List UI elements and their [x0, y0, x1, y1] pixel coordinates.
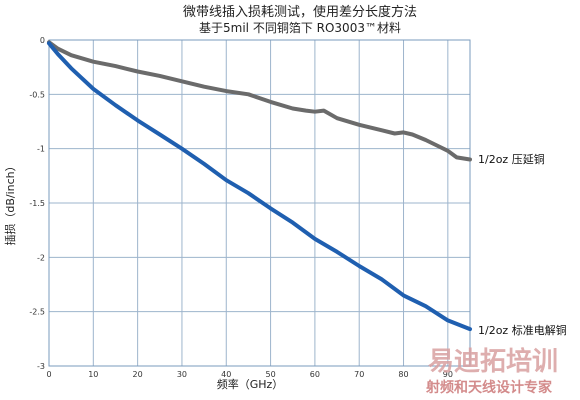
x-axis-title: 频率（GHz）: [217, 377, 284, 391]
y-tick-label: -2: [37, 253, 45, 262]
series-line-ed-copper: [47, 41, 472, 332]
x-tick-label: 70: [354, 370, 364, 379]
y-tick-label: 0: [40, 36, 45, 45]
y-tick-label: -2.5: [29, 308, 45, 317]
watermark-main: 易迪拓培训: [428, 347, 558, 377]
y-tick-label: -1.5: [29, 199, 45, 208]
chart-title: 微带线插入损耗测试，使用差分长度方法: [183, 4, 417, 20]
x-tick-label: 10: [88, 370, 98, 379]
chart-subtitle: 基于5mil 不同铜箔下 RO3003™材料: [199, 20, 401, 35]
x-tick-label: 30: [177, 370, 187, 379]
x-tick-label: 40: [221, 370, 231, 379]
x-tick-label: 60: [310, 370, 320, 379]
y-tick-label: -1: [37, 145, 45, 154]
tick-labels: 0 10 20 30 40 50 60 70 80 90 0 -0.5 -1 -1.5 -2 -2.5 -3: [29, 36, 453, 379]
plot-frame: [48, 39, 471, 367]
series-label-ed-copper: 1/2oz 标准电解铜: [478, 323, 567, 337]
x-tick-label: 0: [46, 370, 51, 379]
x-tick-label: 80: [398, 370, 408, 379]
x-tick-label: 20: [133, 370, 143, 379]
series-label-rolled-copper: 1/2oz 压延铜: [478, 152, 545, 166]
x-tick-label: 50: [265, 370, 275, 379]
y-axis-title: 插损（dB/inch）: [3, 160, 17, 245]
y-tick-label: -0.5: [29, 90, 45, 99]
y-tick-label: -3: [37, 362, 45, 371]
watermark-sub: 射频和天线设计专家: [425, 379, 553, 396]
series-line-rolled-copper: [47, 40, 472, 162]
series-lines: [47, 40, 472, 332]
x-tick-label: 90: [443, 370, 453, 379]
